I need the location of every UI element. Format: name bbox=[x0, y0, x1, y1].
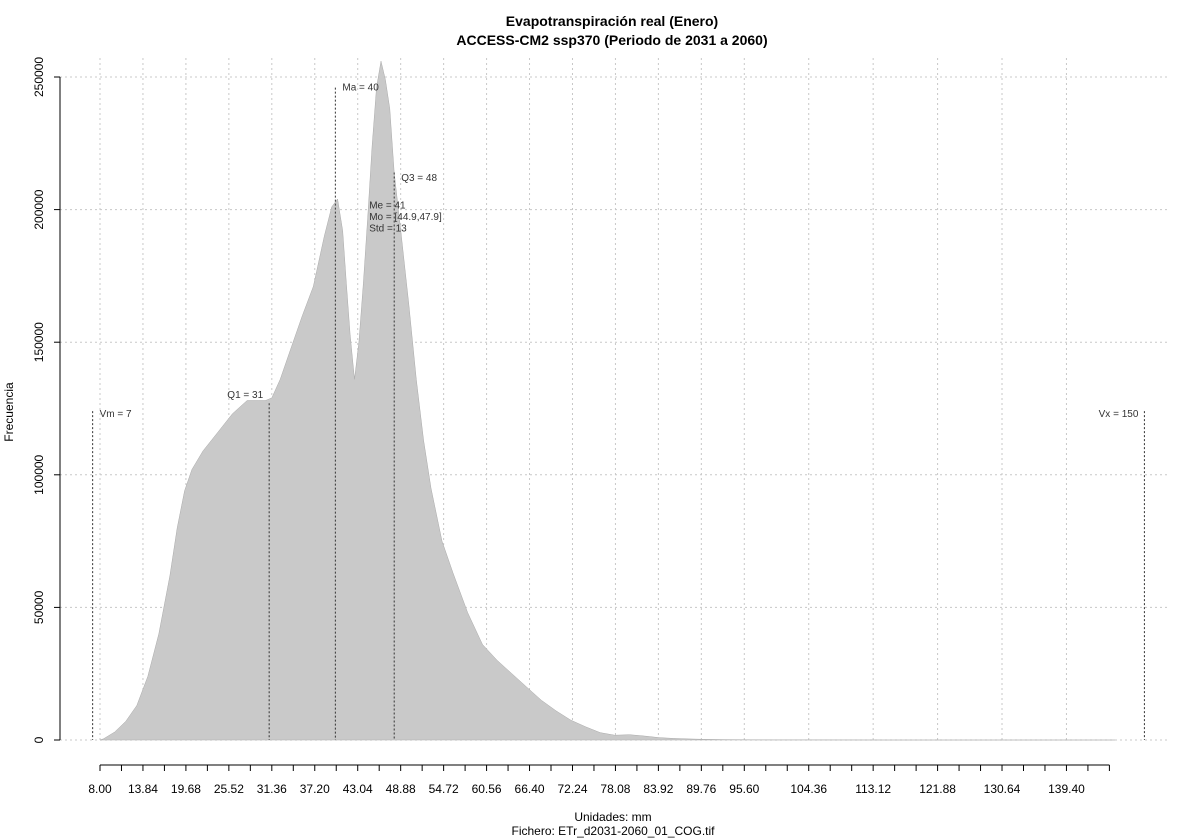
x-tick-label: 78.08 bbox=[600, 782, 630, 796]
axis-layer: 0 50000 100000 150000 200000 250000 8.00 13.84 1… bbox=[32, 57, 1110, 796]
x-tick-label: 83.92 bbox=[643, 782, 673, 796]
x-tick-label: 121.88 bbox=[919, 782, 956, 796]
x-tick-label: 8.00 bbox=[88, 782, 112, 796]
stat-marker-label: Vm = 7 bbox=[100, 409, 132, 420]
x-tick-label: 43.04 bbox=[343, 782, 373, 796]
chart-subtitle: ACCESS-CM2 ssp370 (Periodo de 2031 a 206… bbox=[456, 32, 767, 48]
x-tick-label: 66.40 bbox=[515, 782, 545, 796]
file-name-footer: Fichero: ETr_d2031-2060_01_COG.tif bbox=[512, 824, 716, 838]
stat-marker-label: Q3 = 48 bbox=[401, 173, 437, 184]
stats-text-line: Mo = [44.9,47.9] bbox=[369, 212, 442, 223]
chart-title: Evapotranspiración real (Enero) bbox=[506, 13, 718, 29]
y-tick-label: 150000 bbox=[32, 322, 46, 362]
y-tick-label: 0 bbox=[32, 736, 46, 743]
x-tick-label: 31.36 bbox=[257, 782, 287, 796]
x-tick-label: 48.88 bbox=[386, 782, 416, 796]
marker-layer: Vm = 7 Q1 = 31 Ma = 40 Q3 = 48 Vx = 150 Me = … bbox=[92, 83, 1145, 740]
y-tick-label: 100000 bbox=[32, 454, 46, 494]
x-tick-label: 54.72 bbox=[429, 782, 459, 796]
x-tick-label: 13.84 bbox=[128, 782, 158, 796]
x-tick-label: 95.60 bbox=[729, 782, 759, 796]
x-tick-label: 25.52 bbox=[214, 782, 244, 796]
x-tick-label: 113.12 bbox=[855, 782, 891, 796]
stats-text-line: Me = 41 bbox=[369, 201, 406, 212]
x-tick-label: 139.40 bbox=[1048, 782, 1085, 796]
frequency-area bbox=[99, 61, 1115, 741]
x-tick-label: 72.24 bbox=[557, 782, 587, 796]
x-tick-label: 104.36 bbox=[790, 782, 827, 796]
x-tick-label: 130.64 bbox=[984, 782, 1021, 796]
area-layer bbox=[99, 61, 1115, 741]
x-tick-label: 60.56 bbox=[472, 782, 502, 796]
x-tick-label: 37.20 bbox=[300, 782, 330, 796]
stats-text-line: Std = 13 bbox=[369, 224, 407, 235]
y-tick-label: 50000 bbox=[32, 590, 46, 624]
x-tick-label: 19.68 bbox=[171, 782, 201, 796]
stat-marker-label: Q1 = 31 bbox=[227, 390, 263, 401]
y-axis-label: Frecuencia bbox=[2, 382, 16, 442]
stat-marker-label: Ma = 40 bbox=[342, 83, 379, 94]
x-axis-label: Unidades: mm bbox=[574, 810, 651, 824]
x-tick-label: 89.76 bbox=[686, 782, 716, 796]
stat-marker-label: Vx = 150 bbox=[1099, 409, 1139, 420]
y-tick-label: 250000 bbox=[32, 57, 46, 97]
y-tick-label: 200000 bbox=[32, 189, 46, 229]
